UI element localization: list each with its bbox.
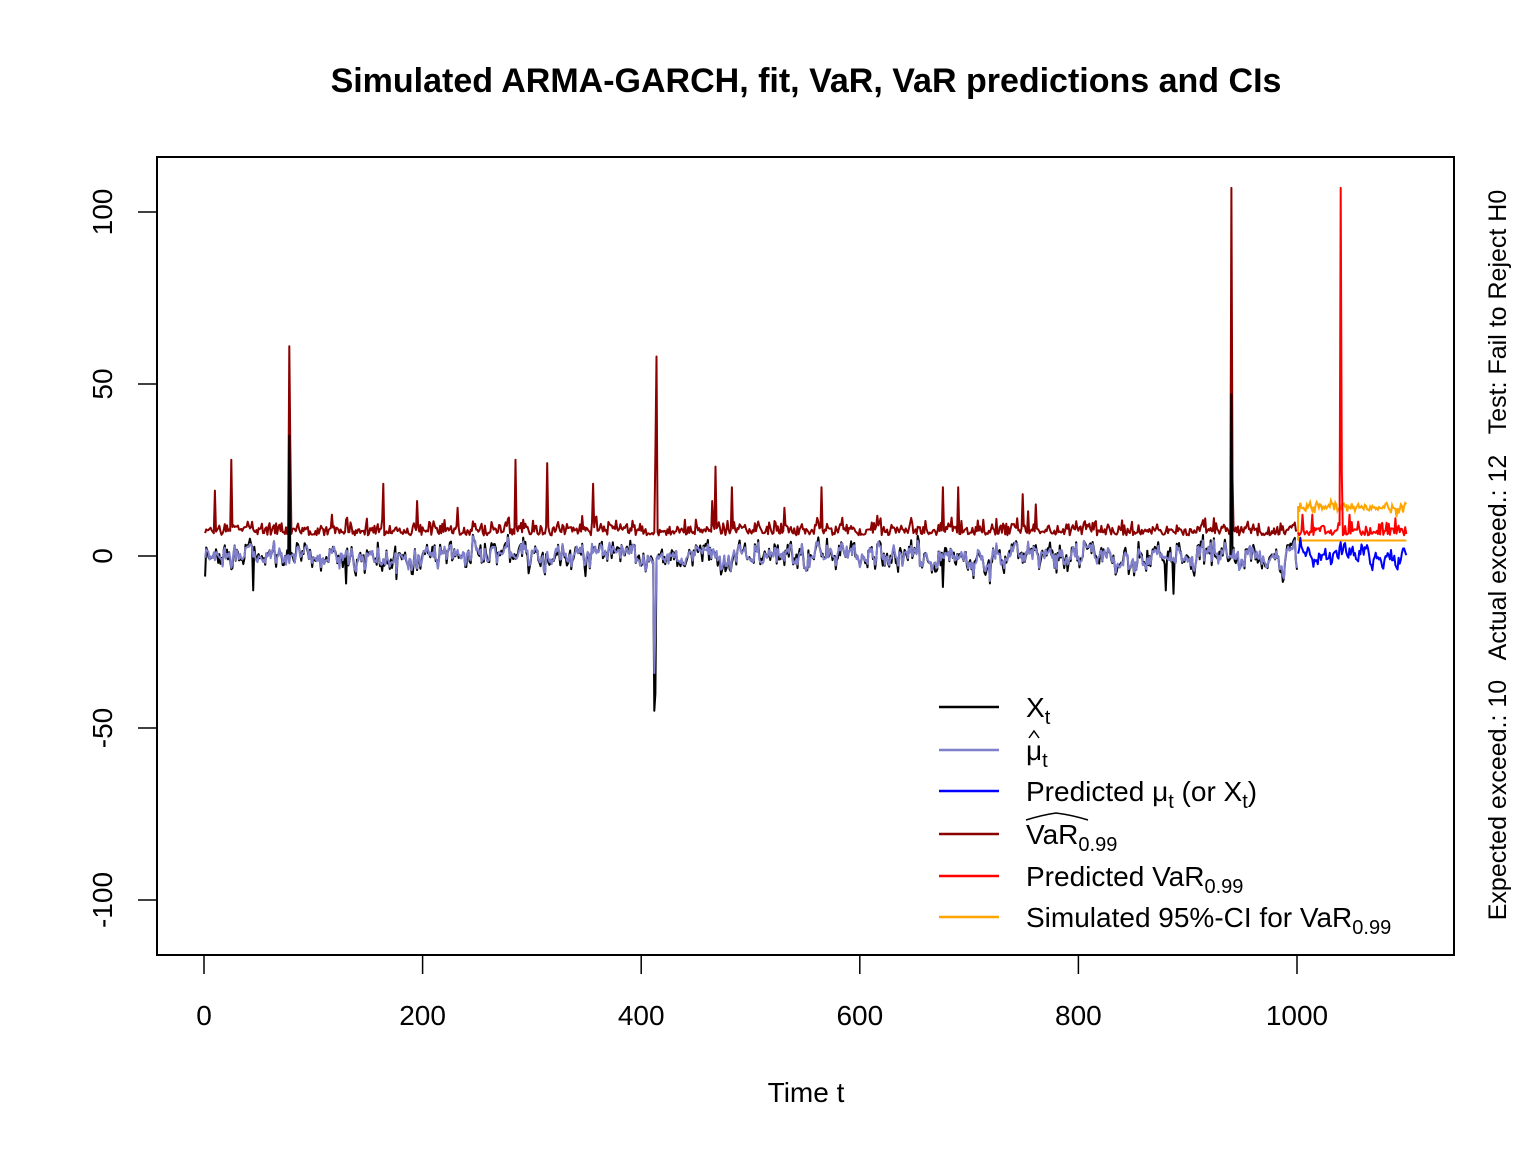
- legend-item: Simulated 95%-CI for VaR0.99: [939, 902, 1391, 939]
- y-tick-label: -50: [87, 708, 118, 748]
- widehat-accent: [1025, 812, 1089, 821]
- y-axis: -100 -50 0 50 100: [87, 189, 157, 928]
- legend-label: Xt: [1026, 692, 1051, 729]
- y-tick-label: 100: [87, 189, 118, 236]
- y-tick-label: 50: [87, 368, 118, 399]
- series-ci-upper-line: [1297, 496, 1408, 541]
- x-tick-label: 200: [399, 1000, 446, 1031]
- hat-accent: [1028, 729, 1040, 739]
- x-axis: 0 200 400 600 800 1000: [196, 955, 1328, 1031]
- legend-label: Predicted VaR0.99: [1026, 861, 1243, 898]
- y-tick-label: 0: [87, 548, 118, 564]
- x-axis-label: Time t: [768, 1077, 845, 1108]
- series-predicted-mu-line: [1297, 536, 1408, 572]
- legend-label: VaR0.99: [1026, 819, 1117, 856]
- x-tick-label: 800: [1055, 1000, 1102, 1031]
- legend-item: VaR0.99: [939, 812, 1117, 856]
- legend-item: μt: [939, 729, 1048, 772]
- legend-label: Predicted μt (or Xt): [1026, 776, 1257, 813]
- x-tick-label: 0: [196, 1000, 212, 1031]
- legend: Xt μt Predicted μt (or Xt) VaR0.99 Predicted…: [939, 692, 1391, 939]
- x-tick-label: 1000: [1266, 1000, 1328, 1031]
- series-mu-hat-line: [204, 535, 1298, 674]
- x-tick-label: 600: [836, 1000, 883, 1031]
- legend-label: Simulated 95%-CI for VaR0.99: [1026, 902, 1391, 939]
- y-tick-label: -100: [87, 872, 118, 928]
- series-predicted-var-line: [1297, 186, 1408, 537]
- series-var-hat-line: [204, 186, 1298, 537]
- legend-item: Xt: [939, 692, 1051, 729]
- series-layer: [204, 186, 1408, 712]
- legend-item: Predicted μt (or Xt): [939, 776, 1257, 813]
- side-annotation: Expected exceed.: 10 Actual exceed.: 12 …: [1484, 190, 1512, 921]
- chart-title: Simulated ARMA-GARCH, fit, VaR, VaR pred…: [331, 62, 1282, 100]
- legend-label: μt: [1026, 735, 1048, 772]
- legend-item: Predicted VaR0.99: [939, 861, 1243, 898]
- x-tick-label: 400: [618, 1000, 665, 1031]
